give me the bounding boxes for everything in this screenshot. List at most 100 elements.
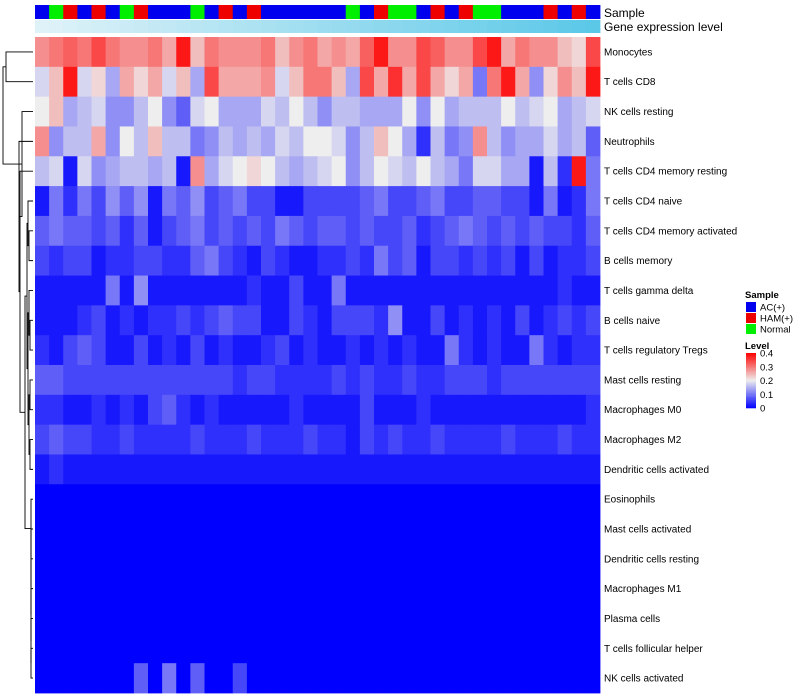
heatmap-cell (63, 633, 78, 664)
heatmap-cell (402, 66, 417, 98)
heatmap-cell (133, 305, 149, 336)
heatmap-cell (374, 275, 389, 306)
heatmap-cell (176, 335, 191, 366)
heatmap-cell (133, 424, 149, 455)
heatmap-cell (317, 186, 333, 217)
legend-label: Normal (760, 325, 791, 336)
heatmap-cell (176, 305, 191, 336)
row-label: T cells regulatory Tregs (604, 346, 708, 357)
heatmap-cell (585, 275, 601, 306)
heatmap-cell (261, 424, 276, 455)
heatmap-cell (204, 365, 220, 396)
heatmap-cell (374, 454, 389, 485)
heatmap-cell (388, 305, 403, 336)
heatmap-cell (246, 424, 262, 455)
expression-annotation-cell (218, 20, 234, 33)
sample-annotation-cell (472, 5, 488, 19)
heatmap-cell (430, 663, 446, 694)
heatmap-cell (91, 603, 107, 634)
legend-label: AC(+) (760, 303, 785, 314)
heatmap-cell (162, 186, 177, 217)
heatmap-cell (218, 454, 234, 485)
level-tick-label: 0 (760, 404, 765, 415)
heatmap-cell (331, 633, 347, 664)
heatmap-cell (35, 573, 50, 604)
heatmap-cell (430, 275, 446, 306)
heatmap-cell (543, 305, 559, 336)
heatmap-cell (91, 633, 107, 664)
heatmap-cell (515, 663, 530, 694)
heatmap-cell (218, 484, 234, 515)
heatmap-cell (388, 275, 403, 306)
heatmap-cell (472, 454, 488, 485)
heatmap-cell (444, 156, 460, 187)
heatmap-cell (416, 543, 431, 575)
sample-annotation-cell (487, 5, 502, 19)
legend-swatch (746, 324, 756, 334)
sample-annotation-cell (91, 5, 107, 19)
heatmap-cell (119, 663, 135, 694)
heatmap-cell (289, 603, 304, 634)
heatmap-cell (190, 394, 205, 426)
heatmap-cell (162, 126, 177, 157)
heatmap-cell (133, 484, 149, 515)
heatmap-cell (487, 603, 502, 634)
heatmap-cell (416, 633, 431, 664)
heatmap-cell (402, 543, 417, 575)
heatmap-cell (585, 454, 601, 485)
heatmap-cell (458, 245, 474, 276)
annotation-label-expression: Gene expression level (604, 20, 723, 34)
expression-annotation-cell (190, 20, 205, 33)
heatmap-cell (190, 245, 205, 276)
heatmap-cell (162, 543, 177, 575)
heatmap-cell (190, 96, 205, 127)
heatmap-cell (148, 275, 163, 306)
heatmap-cell (63, 96, 78, 127)
heatmap-cell (218, 156, 234, 187)
heatmap-cell (261, 275, 276, 306)
level-gradient-segment (746, 355, 756, 358)
heatmap-cell (63, 424, 78, 455)
heatmap-cell (289, 335, 304, 366)
level-gradient-segment (746, 401, 756, 403)
heatmap-cell (359, 275, 375, 306)
heatmap-cell (204, 454, 220, 485)
heatmap-cell (515, 305, 530, 336)
heatmap-cell (331, 424, 347, 455)
heatmap-cell (444, 126, 460, 157)
heatmap-cell (374, 633, 389, 664)
sample-annotation-cell (501, 5, 516, 19)
heatmap-cell (345, 514, 361, 545)
heatmap-cell (331, 66, 347, 98)
heatmap-cell (105, 156, 121, 187)
heatmap-cell (35, 514, 50, 545)
heatmap-cell (261, 365, 276, 396)
heatmap-cell (402, 663, 417, 694)
heatmap-cell (317, 603, 333, 634)
heatmap-cell (557, 394, 573, 426)
heatmap-cell (77, 394, 92, 426)
heatmap-cell (63, 215, 78, 247)
heatmap-cell (162, 335, 177, 366)
heatmap-cell (218, 335, 234, 366)
expression-annotation-cell (458, 20, 474, 33)
heatmap-cell (133, 663, 149, 694)
row-label: NK cells activated (604, 674, 683, 685)
heatmap-cell (119, 66, 135, 98)
heatmap-cell (444, 245, 460, 276)
heatmap-cell (204, 573, 220, 604)
heatmap-cell (416, 335, 431, 366)
heatmap-cell (487, 663, 502, 694)
heatmap-cell (388, 663, 403, 694)
heatmap-cell (331, 603, 347, 634)
sample-annotation-cell (190, 5, 205, 19)
heatmap-cell (515, 633, 530, 664)
level-gradient-segment (746, 399, 756, 402)
heatmap-cell (472, 96, 488, 127)
heatmap-cell (444, 633, 460, 664)
heatmap-cell (359, 424, 375, 455)
heatmap-cell (317, 454, 333, 485)
heatmap-cell (148, 603, 163, 634)
sample-annotation-cell (204, 5, 220, 19)
heatmap-cell (35, 66, 50, 98)
